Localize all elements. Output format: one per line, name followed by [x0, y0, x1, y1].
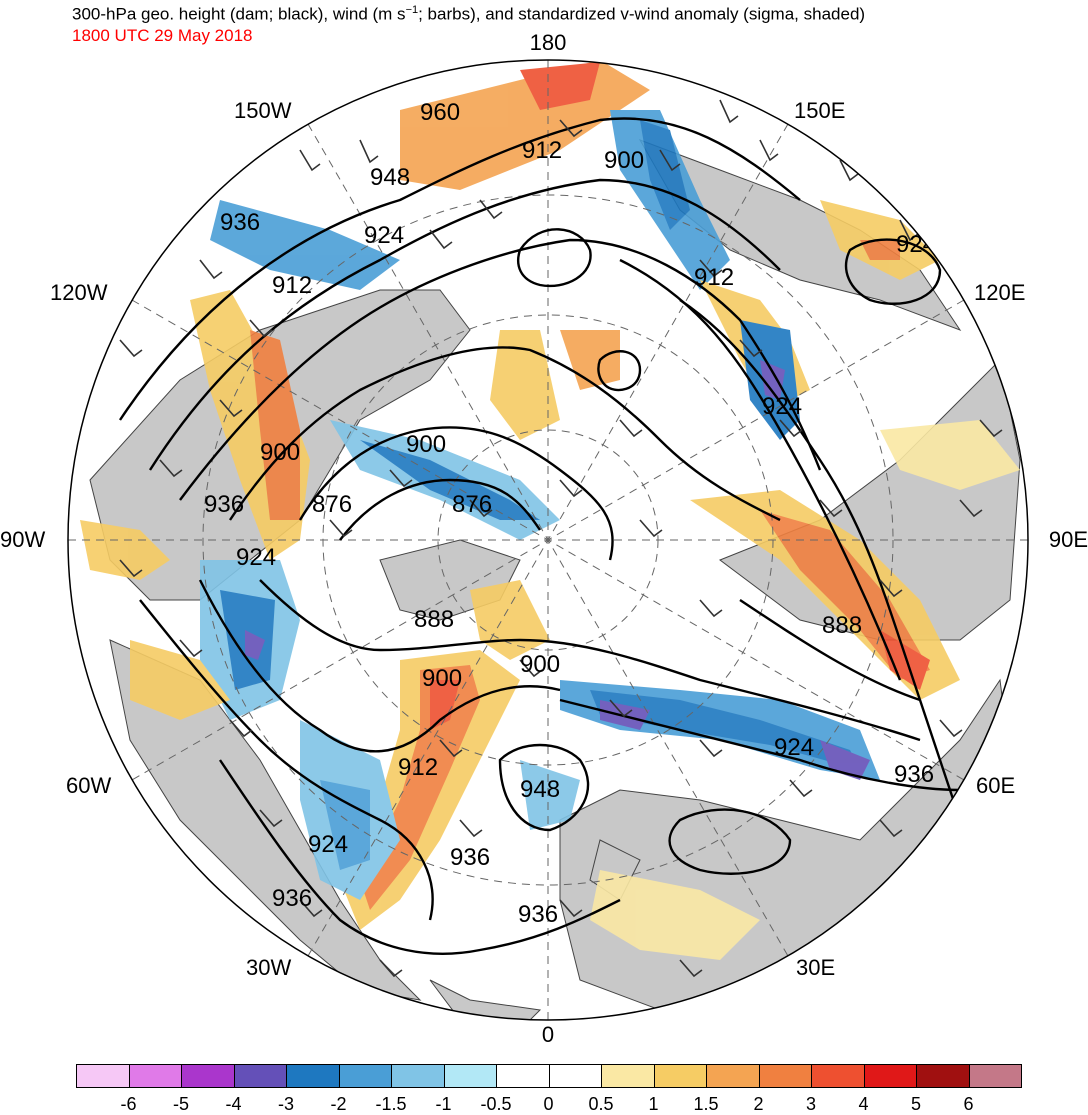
colorbar-swatch — [128, 1064, 182, 1088]
contour-label-924: 924 — [762, 393, 802, 420]
colorbar-tick-label: 1 — [648, 1094, 659, 1114]
colorbar-tick-label: 5 — [910, 1094, 922, 1114]
map-title: 300-hPa geo. height (dam; black), wind (… — [72, 4, 866, 24]
contour-labels: 960 912 900 948 924 936 912 912 924 924 … — [204, 99, 936, 928]
colorbar-swatch — [601, 1064, 655, 1088]
contour-label-888: 888 — [414, 606, 454, 633]
colorbar-tick-label: -2 — [330, 1094, 347, 1114]
contour-label-912: 912 — [522, 137, 562, 164]
contour-label-900: 900 — [604, 147, 644, 174]
wind-barbs — [119, 99, 1003, 978]
colorbar-tick-label: -0.5 — [480, 1094, 512, 1114]
colorbar-tick-label: -3 — [277, 1094, 295, 1114]
colorbar-tick-label: 0.5 — [588, 1094, 614, 1114]
lon-label-90e: 90E — [1049, 527, 1088, 552]
colorbar-tick-label: -1.5 — [375, 1094, 407, 1114]
contour-label-900: 900 — [260, 439, 300, 466]
contour-label-936: 936 — [204, 491, 244, 518]
lon-label-30w: 30W — [246, 955, 291, 980]
colorbar-tick-label: 0 — [543, 1094, 554, 1114]
lon-label-120e: 120E — [974, 280, 1025, 305]
colorbar-swatch — [548, 1064, 602, 1088]
contour-label-936: 936 — [272, 885, 312, 912]
lat-lon-grid — [68, 60, 1028, 1020]
map-valid-time: 1800 UTC 29 May 2018 — [72, 26, 253, 45]
contour-label-960: 960 — [420, 99, 460, 126]
contour-label-924: 924 — [896, 231, 936, 258]
colorbar-swatch — [916, 1064, 970, 1088]
colorbar-swatch — [286, 1064, 340, 1088]
colorbar-swatch — [496, 1064, 550, 1088]
colorbar-tick-label: -4 — [225, 1094, 242, 1114]
map-boundary — [67, 59, 1029, 1021]
longitude-labels: 180 0 90W 90E 150W 120W 150E 120E 60W 30… — [0, 30, 1088, 1047]
colorbar-swatch — [863, 1064, 917, 1088]
colorbar-tick-label: 4 — [858, 1094, 869, 1114]
contour-label-924: 924 — [308, 831, 348, 858]
colorbar-tick-label: -5 — [172, 1094, 190, 1114]
colorbar-tick-label: 1.5 — [693, 1094, 719, 1114]
contour-label-948: 948 — [520, 776, 560, 803]
colorbar-swatch — [181, 1064, 235, 1088]
contour-label-888: 888 — [822, 612, 862, 639]
colorbar-swatch — [338, 1064, 392, 1088]
map-disk: 960 912 900 948 924 936 912 912 924 924 … — [68, 60, 1028, 1020]
colorbar-swatch — [391, 1064, 445, 1088]
lon-label-150w: 150W — [234, 98, 292, 123]
contour-label-936: 936 — [894, 761, 934, 788]
contour-label-876: 876 — [452, 491, 492, 518]
colorbar-swatch — [758, 1064, 812, 1088]
contour-label-912: 912 — [272, 272, 312, 299]
colorbar-tick-label: 6 — [963, 1094, 974, 1114]
colorbar-swatch — [706, 1064, 760, 1088]
contour-label-900: 900 — [520, 651, 560, 678]
lon-label-180: 180 — [530, 30, 567, 55]
lon-label-120w: 120W — [50, 280, 108, 305]
colorbar-swatch — [443, 1064, 497, 1088]
contour-label-936: 936 — [518, 901, 558, 928]
colorbar-swatch — [76, 1064, 130, 1088]
contour-label-924: 924 — [364, 222, 404, 249]
lon-label-60e: 60E — [976, 773, 1015, 798]
height-contours — [119, 117, 962, 955]
contour-label-912: 912 — [398, 754, 438, 781]
contour-label-876: 876 — [312, 491, 352, 518]
contour-label-912: 912 — [694, 264, 734, 291]
colorbar-tick-label: 2 — [753, 1094, 764, 1114]
colorbar-tick-label: -6 — [120, 1094, 137, 1114]
colorbar-swatch — [233, 1064, 287, 1088]
contour-label-924: 924 — [774, 734, 814, 761]
contour-label-936: 936 — [450, 844, 490, 871]
colorbar-swatch — [968, 1064, 1022, 1088]
lon-label-150e: 150E — [794, 98, 845, 123]
colorbar-swatch — [653, 1064, 707, 1088]
contour-label-948: 948 — [370, 164, 410, 191]
colorbar-tick-label: -1 — [435, 1094, 452, 1114]
lon-label-60w: 60W — [66, 773, 111, 798]
lon-label-90w: 90W — [0, 527, 45, 552]
contour-label-924: 924 — [236, 544, 276, 571]
contour-label-900: 900 — [422, 665, 462, 692]
lon-label-0: 0 — [542, 1022, 554, 1047]
colorbar-tick-label: 3 — [805, 1094, 817, 1114]
colorbar-swatch — [811, 1064, 865, 1088]
lon-label-30e: 30E — [796, 955, 835, 980]
contour-label-936: 936 — [220, 209, 260, 236]
contour-label-900: 900 — [406, 431, 446, 458]
